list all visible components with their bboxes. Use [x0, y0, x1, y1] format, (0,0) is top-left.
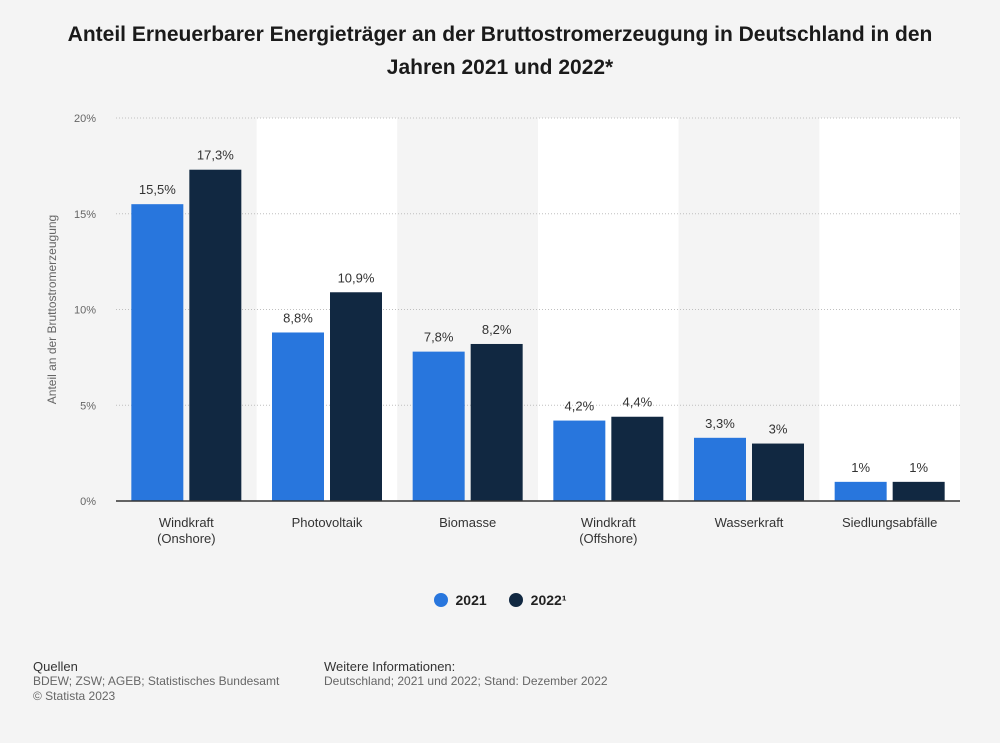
bar-2021-3: [553, 420, 606, 501]
y-tick-label: 20%: [74, 113, 96, 125]
bar-2022-4: [752, 443, 804, 501]
legend-label-2022: 2022¹: [530, 592, 567, 608]
x-tick-label: Wasserkraft: [715, 515, 784, 530]
data-label: 1%: [909, 460, 928, 475]
chart-title: Anteil Erneuerbarer Energieträger an der…: [67, 23, 933, 79]
x-tick-label: Windkraft (Offshore): [579, 515, 637, 546]
copyright-text: © Statista 2023: [33, 689, 116, 703]
bar-2021-0: [131, 204, 184, 502]
bar-2021-5: [834, 481, 887, 501]
legend-marker-2022: [508, 593, 523, 607]
bar-2022-2: [470, 343, 523, 501]
x-tick-label: Photovoltaik: [292, 515, 363, 530]
bar-2022-1: [330, 292, 382, 501]
bar-2022-3: [611, 416, 664, 501]
bar-2021-4: [694, 437, 746, 501]
x-tick-label: Biomasse: [439, 515, 496, 530]
data-label: 8,8%: [283, 310, 313, 325]
legend-item-2021[interactable]: 2021: [433, 592, 487, 608]
y-axis-label: Anteil an der Bruttostromerzeugung: [45, 215, 59, 404]
data-label: 1%: [851, 460, 870, 475]
y-tick-label: 5%: [80, 400, 96, 412]
x-tick-label: Siedlungsabfälle: [842, 515, 937, 530]
info-heading: Weitere Informationen:: [324, 659, 456, 674]
data-label: 4,4%: [623, 395, 653, 410]
data-label: 3%: [769, 422, 788, 437]
data-label: 3,3%: [705, 416, 735, 431]
sources-block: Quellen BDEW; ZSW; AGEB; Statistisches B…: [33, 659, 279, 704]
legend-label-2021: 2021: [455, 592, 487, 608]
bar-2021-2: [412, 351, 465, 501]
data-label: 10,9%: [338, 270, 375, 285]
bar-2021-1: [272, 332, 324, 501]
legend-marker-2021: [433, 593, 448, 607]
sources-heading: Quellen: [33, 659, 78, 674]
data-label: 15,5%: [139, 182, 176, 197]
chart-legend: 2021 2022¹: [0, 592, 1000, 608]
y-tick-label: 15%: [74, 209, 96, 221]
y-tick-label: 10%: [74, 305, 96, 317]
x-tick-label: Windkraft (Onshore): [157, 515, 216, 546]
info-block: Weitere Informationen: Deutschland; 2021…: [324, 659, 608, 689]
legend-item-2022[interactable]: 2022¹: [508, 592, 567, 608]
data-label: 7,8%: [424, 330, 454, 345]
y-tick-label: 0%: [80, 496, 96, 508]
data-label: 17,3%: [197, 148, 234, 163]
data-label: 4,2%: [565, 399, 595, 414]
bar-2022-5: [892, 481, 945, 501]
info-text: Deutschland; 2021 und 2022; Stand: Dezem…: [324, 674, 608, 688]
bar-2022-0: [189, 169, 242, 501]
data-label: 8,2%: [482, 322, 512, 337]
sources-text: BDEW; ZSW; AGEB; Statistisches Bundesamt: [33, 674, 280, 688]
